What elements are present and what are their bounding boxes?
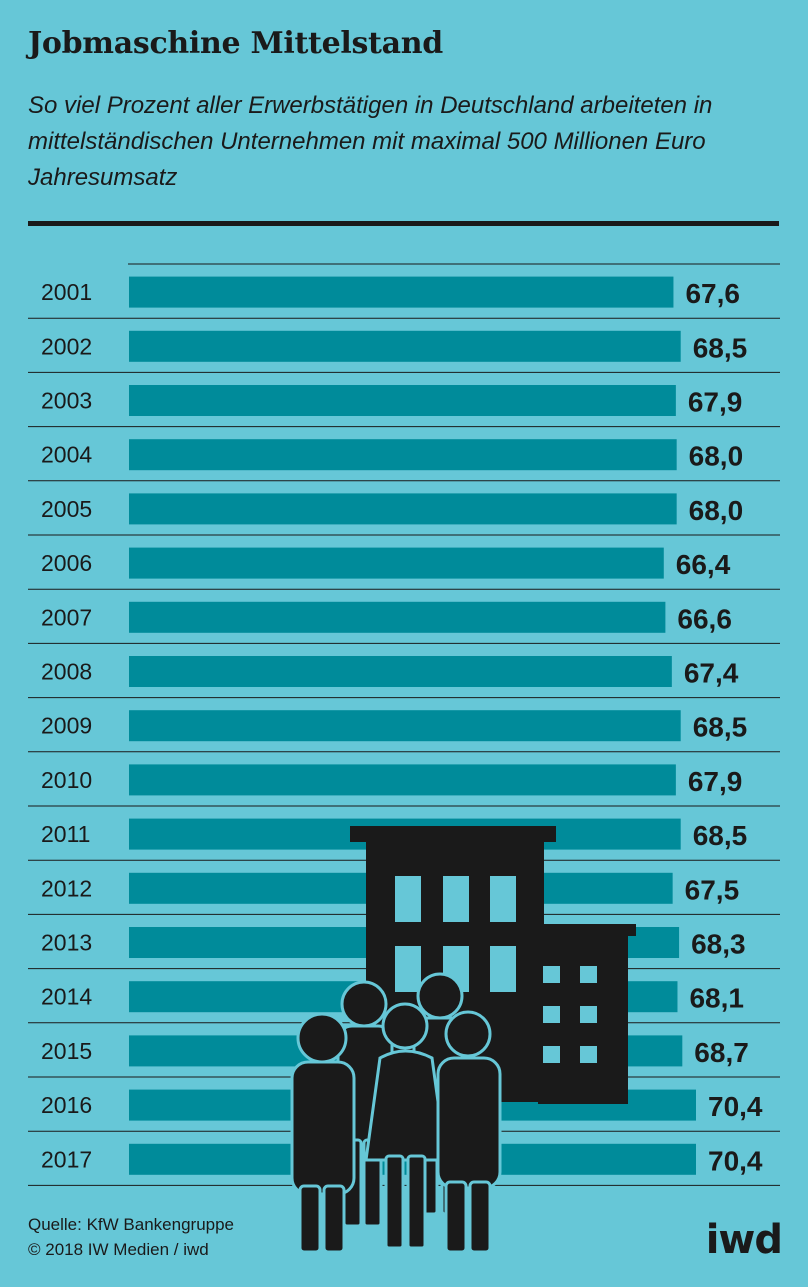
chart-subtitle: So viel Prozent aller Erwerbstätigen in … <box>28 92 713 191</box>
value-label-2001: 67,6 <box>685 278 740 309</box>
value-label-2010: 67,9 <box>688 766 743 797</box>
value-label-2009: 68,5 <box>693 712 748 743</box>
category-label-2002: 2002 <box>41 333 92 359</box>
value-label-2005: 68,0 <box>689 495 744 526</box>
category-label-2006: 2006 <box>41 550 92 576</box>
value-label-2015: 68,7 <box>694 1037 749 1068</box>
chart-title: Jobmaschine Mittelstand <box>28 26 443 61</box>
value-label-2014: 68,1 <box>689 983 744 1014</box>
value-label-2017: 70,4 <box>708 1145 763 1176</box>
bar-2010 <box>129 764 676 796</box>
header-rule <box>28 221 779 226</box>
value-label-2002: 68,5 <box>693 332 748 363</box>
illustration <box>290 826 636 1254</box>
value-label-2013: 68,3 <box>691 929 746 960</box>
category-label-2001: 2001 <box>41 279 92 305</box>
bar-2005 <box>129 493 677 525</box>
people-group-icon <box>290 972 502 1254</box>
category-label-2015: 2015 <box>41 1038 92 1064</box>
category-label-2017: 2017 <box>41 1146 92 1172</box>
bar-2009 <box>129 710 681 742</box>
category-label-2011: 2011 <box>41 821 90 847</box>
category-labels: 2001 2002 2003 2004 2005 2006 2007 2008 2009 2010… <box>41 279 92 1172</box>
value-label-2008: 67,4 <box>684 658 739 689</box>
value-label-2006: 66,4 <box>676 549 731 580</box>
value-label-2011: 68,5 <box>693 820 748 851</box>
source-text: Quelle: KfW Bankengruppe <box>28 1215 235 1234</box>
value-label-2012: 67,5 <box>685 874 740 905</box>
bar-2004 <box>129 439 677 471</box>
bar-2001 <box>129 276 674 308</box>
category-label-2004: 2004 <box>41 442 92 468</box>
value-label-2007: 66,6 <box>677 603 732 634</box>
bar-2006 <box>129 547 664 579</box>
source-note: Quelle: KfW Bankengruppe © 2018 IW Medie… <box>28 1212 234 1262</box>
category-label-2007: 2007 <box>41 604 92 630</box>
value-label-2004: 68,0 <box>689 441 744 472</box>
value-labels: 67,6 68,5 67,9 68,0 68,0 66,4 66,6 67,4 68,5 67,9… <box>676 278 763 1176</box>
bar-2008 <box>129 656 672 687</box>
category-label-2016: 2016 <box>41 1092 92 1118</box>
category-label-2013: 2013 <box>41 930 92 956</box>
value-label-2016: 70,4 <box>708 1091 763 1122</box>
brand-logo: iwd <box>705 1217 783 1263</box>
bar-2007 <box>129 601 666 633</box>
category-label-2010: 2010 <box>41 767 92 793</box>
category-label-2009: 2009 <box>41 713 92 739</box>
bar-2003 <box>129 385 676 416</box>
category-label-2012: 2012 <box>41 875 92 901</box>
category-label-2014: 2014 <box>41 984 92 1010</box>
copyright-text: © 2018 IW Medien / iwd <box>28 1240 209 1259</box>
value-label-2003: 67,9 <box>688 387 743 418</box>
bar-2002 <box>129 330 681 362</box>
category-label-2003: 2003 <box>41 388 92 414</box>
category-label-2008: 2008 <box>41 659 92 685</box>
category-label-2005: 2005 <box>41 496 92 522</box>
